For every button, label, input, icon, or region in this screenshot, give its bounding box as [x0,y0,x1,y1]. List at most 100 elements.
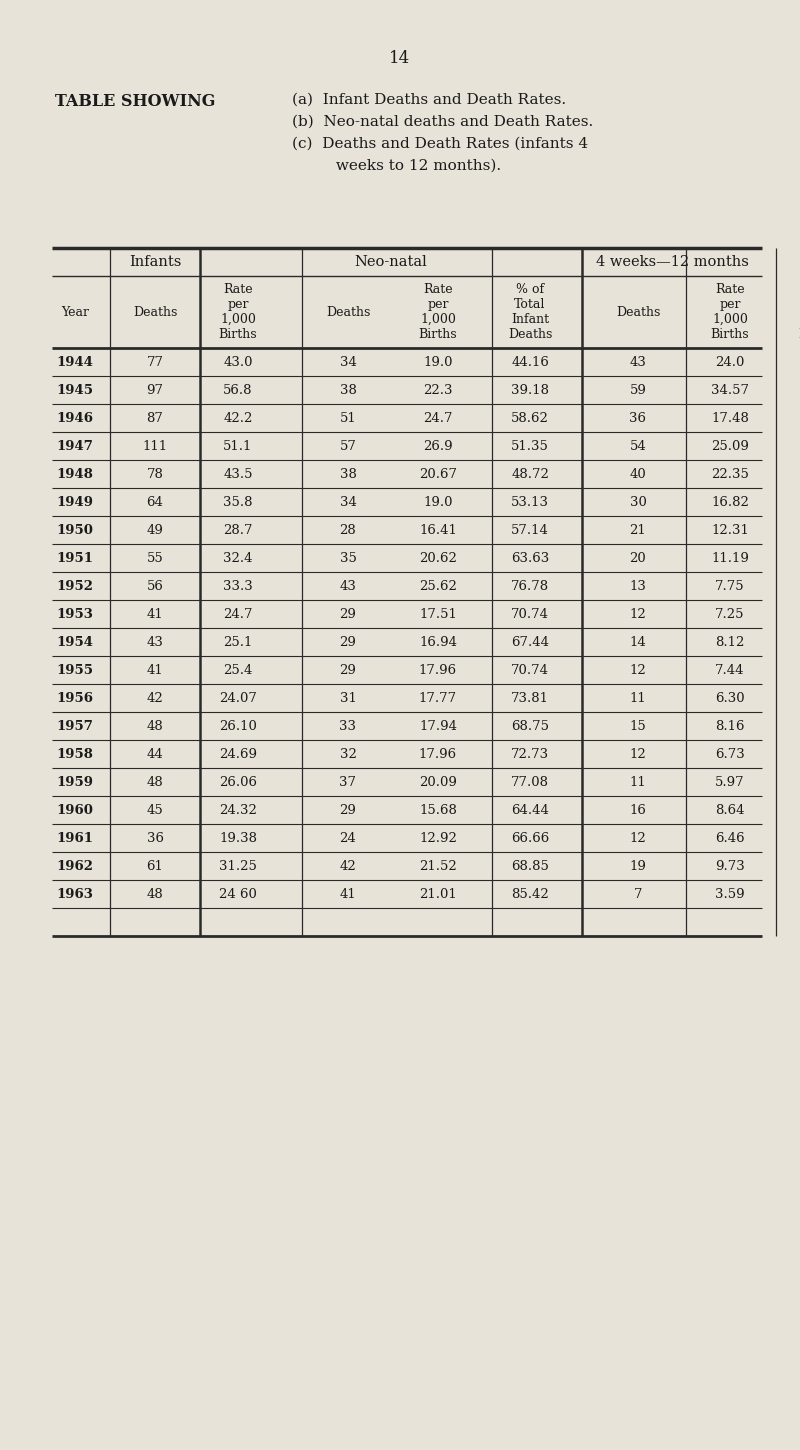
Text: 16.94: 16.94 [419,635,457,648]
Text: 13: 13 [630,580,646,593]
Text: % of
Total
Infant
Deaths: % of Total Infant Deaths [798,283,800,341]
Text: 77.08: 77.08 [511,776,549,789]
Text: 19.0: 19.0 [423,496,453,509]
Text: 76.78: 76.78 [511,580,549,593]
Text: 28: 28 [340,523,356,536]
Text: Neo-natal: Neo-natal [354,255,427,270]
Text: 59: 59 [630,383,646,396]
Text: 70.74: 70.74 [511,608,549,621]
Text: 22.3: 22.3 [423,383,453,396]
Text: 49: 49 [146,523,163,536]
Text: 70.74: 70.74 [511,664,549,677]
Text: 68.85: 68.85 [511,860,549,873]
Text: 31.25: 31.25 [219,860,257,873]
Text: 8.12: 8.12 [715,635,745,648]
Text: Infants: Infants [129,255,181,270]
Text: 1961: 1961 [57,831,94,844]
Text: 5.97: 5.97 [715,776,745,789]
Text: 24.07: 24.07 [219,692,257,705]
Text: 12: 12 [630,831,646,844]
Text: 58.62: 58.62 [511,412,549,425]
Text: weeks to 12 months).: weeks to 12 months). [292,160,501,173]
Text: 85.42: 85.42 [511,887,549,900]
Text: 12.92: 12.92 [419,831,457,844]
Text: Rate
per
1,000
Births: Rate per 1,000 Births [710,283,750,341]
Text: Rate
per
1,000
Births: Rate per 1,000 Births [418,283,458,341]
Text: 33.3: 33.3 [223,580,253,593]
Text: (c)  Deaths and Death Rates (infants 4: (c) Deaths and Death Rates (infants 4 [292,136,588,151]
Text: 51.1: 51.1 [223,439,253,452]
Text: 43.5: 43.5 [223,467,253,480]
Text: 1948: 1948 [57,467,94,480]
Text: 29: 29 [339,803,357,816]
Text: 39.18: 39.18 [511,383,549,396]
Text: 72.73: 72.73 [511,748,549,760]
Text: 12: 12 [630,748,646,760]
Text: 53.13: 53.13 [511,496,549,509]
Text: 20.62: 20.62 [419,551,457,564]
Text: 24.69: 24.69 [219,748,257,760]
Text: 24.0: 24.0 [715,355,745,368]
Text: % of
Total
Infant
Deaths: % of Total Infant Deaths [508,283,552,341]
Text: 78: 78 [146,467,163,480]
Text: 8.16: 8.16 [715,719,745,732]
Text: 87: 87 [146,412,163,425]
Text: 29: 29 [339,608,357,621]
Text: 1952: 1952 [57,580,94,593]
Text: 36: 36 [146,831,163,844]
Text: (b)  Neo-natal deaths and Death Rates.: (b) Neo-natal deaths and Death Rates. [292,115,594,129]
Text: 97: 97 [146,383,163,396]
Text: 21.52: 21.52 [419,860,457,873]
Text: 17.51: 17.51 [419,608,457,621]
Text: 68.75: 68.75 [511,719,549,732]
Text: 55: 55 [146,551,163,564]
Text: 6.73: 6.73 [715,748,745,760]
Text: 1958: 1958 [57,748,94,760]
Text: 16.41: 16.41 [419,523,457,536]
Text: 7: 7 [634,887,642,900]
Text: 64: 64 [146,496,163,509]
Text: 44: 44 [146,748,163,760]
Text: 1950: 1950 [57,523,94,536]
Text: 56.8: 56.8 [223,383,253,396]
Text: 38: 38 [339,467,357,480]
Text: 32: 32 [339,748,357,760]
Text: 43: 43 [339,580,357,593]
Text: 64.44: 64.44 [511,803,549,816]
Text: 1947: 1947 [57,439,94,452]
Text: 51: 51 [340,412,356,425]
Text: 73.81: 73.81 [511,692,549,705]
Text: 20: 20 [630,551,646,564]
Text: 57.14: 57.14 [511,523,549,536]
Text: 35: 35 [339,551,357,564]
Text: 24: 24 [340,831,356,844]
Text: 1963: 1963 [57,887,94,900]
Text: 67.44: 67.44 [511,635,549,648]
Text: 12: 12 [630,664,646,677]
Text: (a)  Infant Deaths and Death Rates.: (a) Infant Deaths and Death Rates. [292,93,566,107]
Text: Deaths: Deaths [326,306,370,319]
Text: 21: 21 [630,523,646,536]
Text: 32.4: 32.4 [223,551,253,564]
Text: 17.77: 17.77 [419,692,457,705]
Text: 21.01: 21.01 [419,887,457,900]
Text: 48.72: 48.72 [511,467,549,480]
Text: 63.63: 63.63 [511,551,549,564]
Text: 44.16: 44.16 [511,355,549,368]
Text: 15.68: 15.68 [419,803,457,816]
Text: 45: 45 [146,803,163,816]
Text: 20.67: 20.67 [419,467,457,480]
Text: 1962: 1962 [57,860,94,873]
Text: 48: 48 [146,776,163,789]
Text: 17.94: 17.94 [419,719,457,732]
Text: 31: 31 [339,692,357,705]
Text: 25.4: 25.4 [223,664,253,677]
Text: 25.1: 25.1 [223,635,253,648]
Text: 7.25: 7.25 [715,608,745,621]
Text: 7.75: 7.75 [715,580,745,593]
Text: 38: 38 [339,383,357,396]
Text: 19.38: 19.38 [219,831,257,844]
Text: 1957: 1957 [57,719,94,732]
Text: 1953: 1953 [57,608,94,621]
Text: 24.32: 24.32 [219,803,257,816]
